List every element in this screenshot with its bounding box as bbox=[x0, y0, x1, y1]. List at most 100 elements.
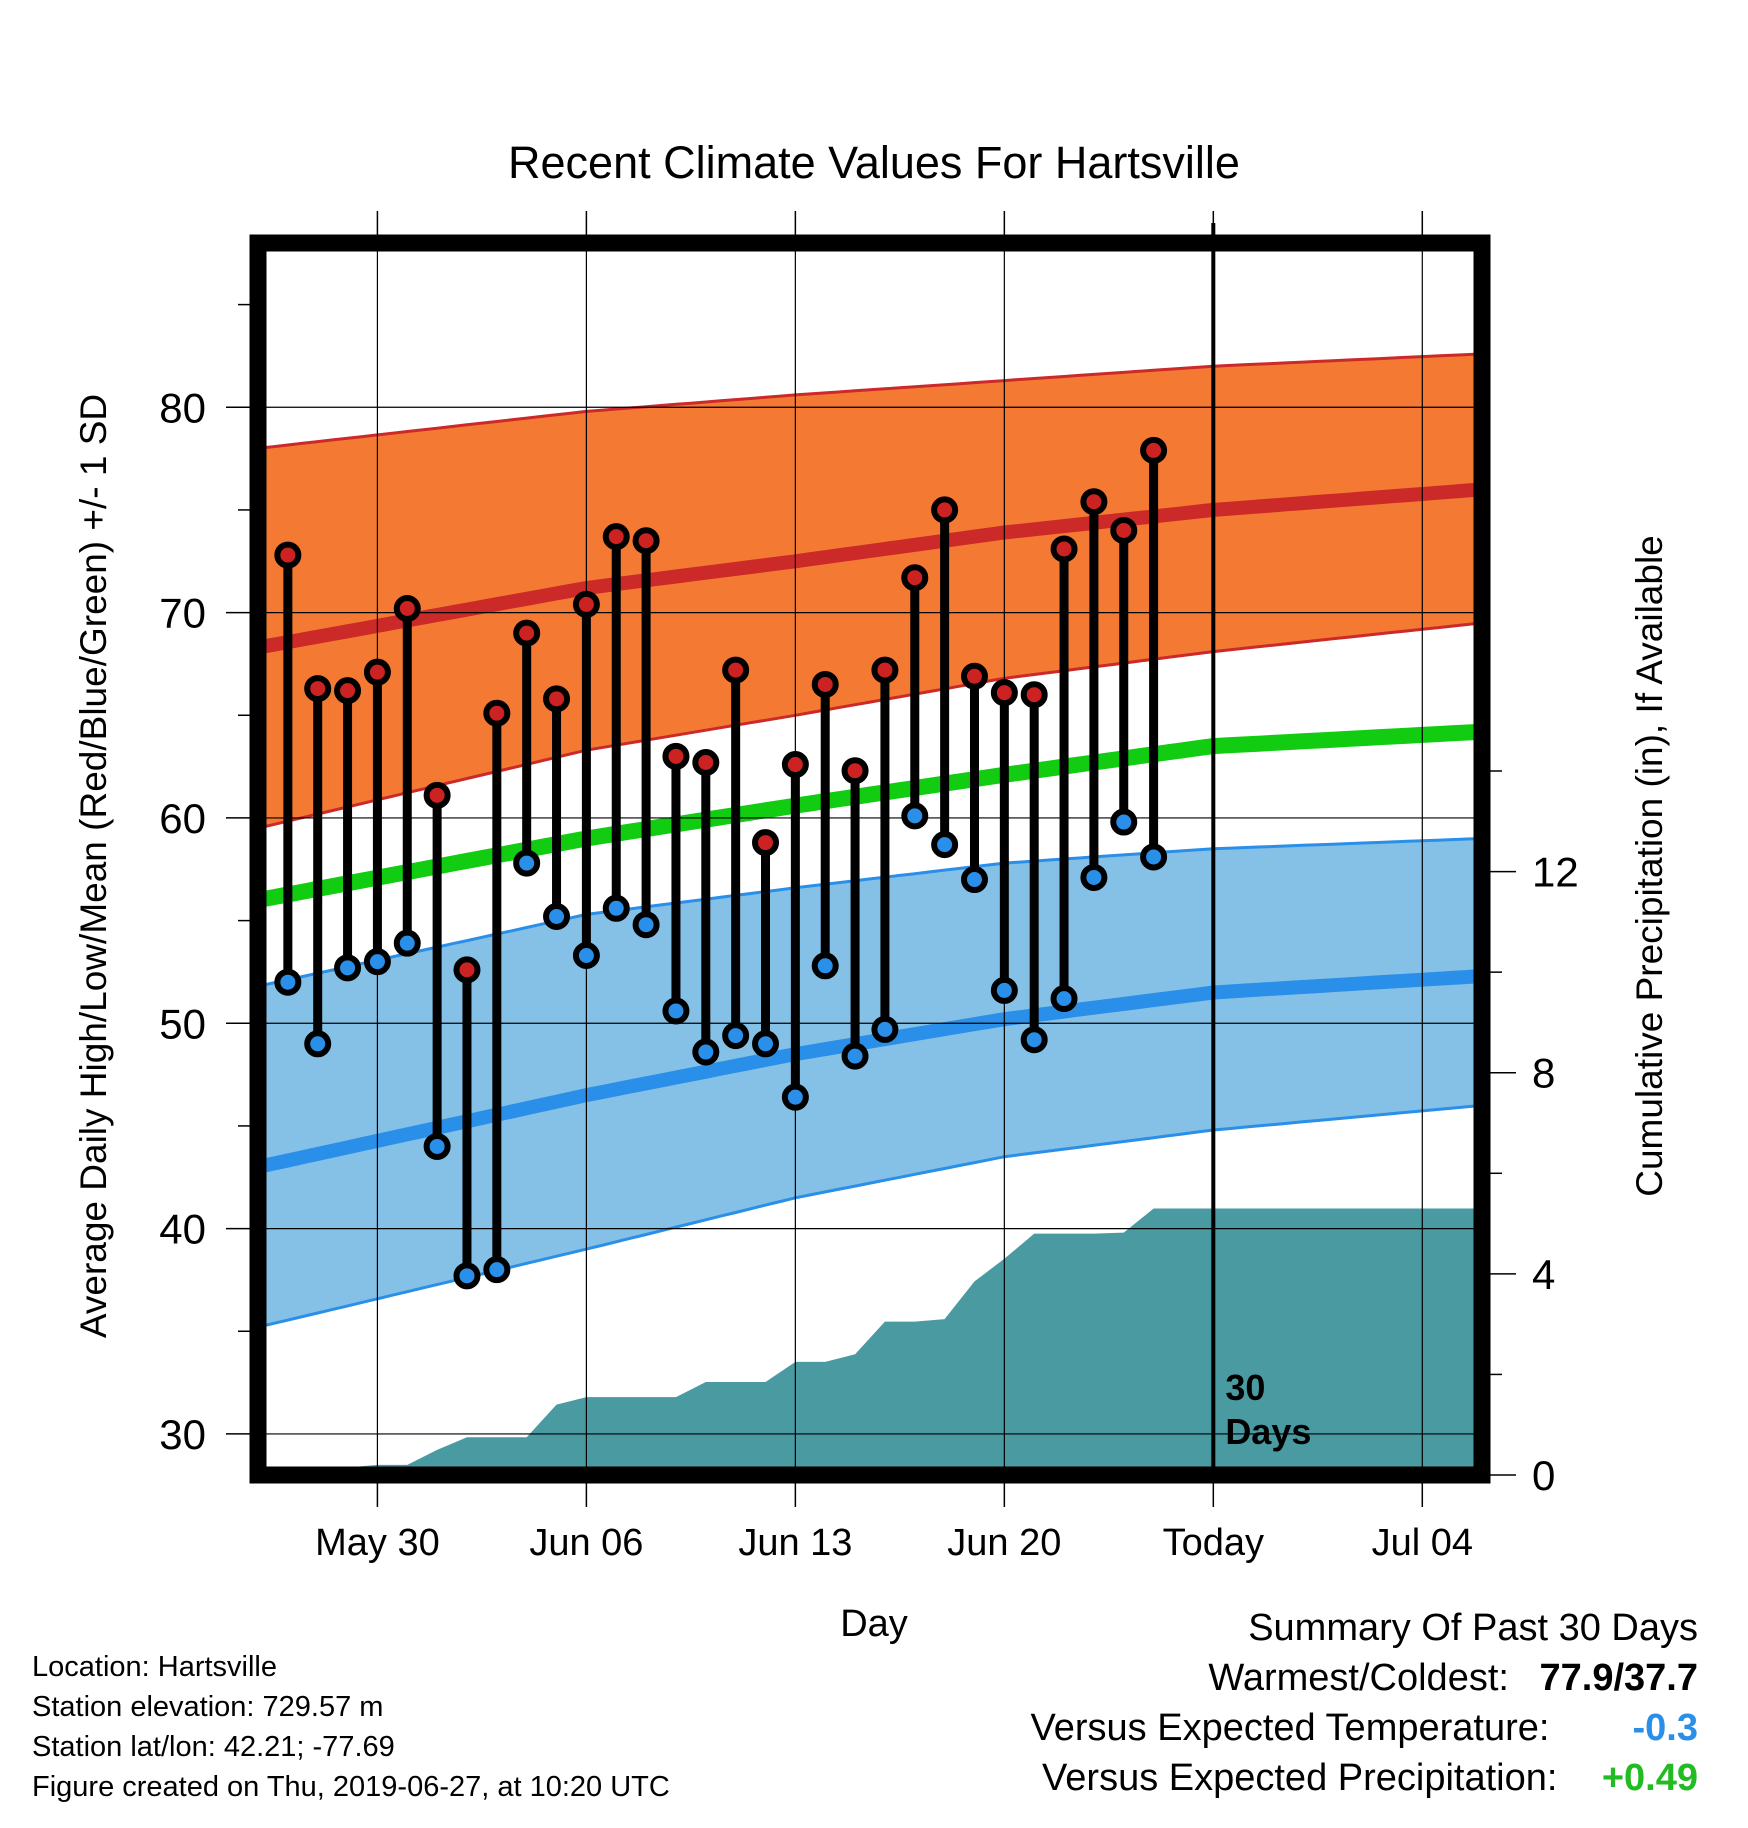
low-marker bbox=[602, 894, 630, 922]
created-text: Figure created on Thu, 2019-06-27, at 10… bbox=[32, 1771, 670, 1803]
high-marker bbox=[572, 590, 600, 618]
y-tick-label: 80 bbox=[159, 384, 206, 431]
high-marker bbox=[811, 670, 839, 698]
high-marker bbox=[990, 679, 1018, 707]
y2-tick-label: 4 bbox=[1532, 1251, 1555, 1298]
high-normal-line bbox=[258, 482, 1482, 655]
mean-normal-line bbox=[258, 723, 1482, 908]
latlon-text: Station lat/lon: 42.21; -77.69 bbox=[32, 1731, 395, 1763]
x-tick-label: Jun 06 bbox=[529, 1522, 643, 1564]
low-marker bbox=[960, 866, 988, 894]
plot-area: 30 Days bbox=[249, 223, 1491, 1484]
x-tick-label: Jul 04 bbox=[1372, 1522, 1473, 1564]
high-marker bbox=[1080, 488, 1108, 516]
summary-heading: Summary Of Past 30 Days bbox=[1248, 1607, 1698, 1649]
high-marker bbox=[841, 757, 869, 785]
high-lower-line bbox=[258, 621, 1482, 830]
high-marker bbox=[334, 677, 362, 705]
temp-departure-value: -0.3 bbox=[1632, 1707, 1698, 1749]
x-tick-label: Today bbox=[1163, 1522, 1264, 1564]
y2-tick-label: 0 bbox=[1532, 1452, 1555, 1499]
high-marker bbox=[960, 662, 988, 690]
low-marker bbox=[811, 952, 839, 980]
y-tick-label: 30 bbox=[159, 1411, 206, 1458]
high-marker bbox=[722, 656, 750, 684]
plot-content bbox=[258, 243, 1482, 1475]
low-marker bbox=[274, 968, 302, 996]
y2-tick-label: 8 bbox=[1532, 1050, 1555, 1097]
high-marker bbox=[1050, 535, 1078, 563]
y-tick-label: 60 bbox=[159, 795, 206, 842]
low-upper-line bbox=[258, 837, 1482, 988]
y-tick-label: 70 bbox=[159, 590, 206, 637]
high-marker bbox=[752, 829, 780, 857]
y2-tick-label: 12 bbox=[1532, 849, 1579, 896]
high-marker bbox=[1140, 436, 1168, 464]
high-normal-band bbox=[258, 353, 1482, 829]
x-tick-label: Jun 13 bbox=[738, 1522, 852, 1564]
low-marker bbox=[662, 997, 690, 1025]
precip-area bbox=[258, 1208, 1482, 1475]
high-marker bbox=[513, 619, 541, 647]
low-marker bbox=[722, 1022, 750, 1050]
low-marker bbox=[423, 1132, 451, 1160]
today-annotation: 30 Days bbox=[1225, 1367, 1311, 1452]
location-text: Location: Hartsville bbox=[32, 1651, 277, 1683]
high-marker bbox=[1110, 516, 1138, 544]
high-marker bbox=[423, 781, 451, 809]
chart-title: Recent Climate Values For Hartsville bbox=[508, 137, 1240, 188]
low-marker bbox=[1110, 808, 1138, 836]
y2-axis-title: Cumulative Precipitation (in), If Availa… bbox=[1629, 535, 1670, 1197]
high-marker bbox=[692, 748, 720, 776]
station-info: Location: Hartsville Station elevation: … bbox=[32, 1647, 670, 1807]
low-marker bbox=[363, 948, 391, 976]
elevation-text: Station elevation: 729.57 m bbox=[32, 1691, 384, 1723]
high-marker bbox=[602, 523, 630, 551]
axes: 30 40 50 60 70 80 0 4 8 12 May 30 Jun 06 Jun 13 Jun 2… bbox=[159, 211, 1579, 1564]
precip-departure-label: Versus Expected Precipitation: bbox=[1042, 1757, 1558, 1799]
low-marker bbox=[334, 954, 362, 982]
low-marker bbox=[1020, 1026, 1048, 1054]
plot-frame bbox=[249, 234, 1491, 1484]
low-marker bbox=[990, 976, 1018, 1004]
warmest-coldest-row: Warmest/Coldest: 77.9/37.7 bbox=[1031, 1653, 1698, 1703]
low-marker bbox=[572, 942, 600, 970]
low-marker bbox=[393, 929, 421, 957]
low-marker bbox=[543, 902, 571, 930]
low-marker bbox=[871, 1015, 899, 1043]
y-axis-title: Average Daily High/Low/Mean (Red/Blue/Gr… bbox=[73, 394, 114, 1338]
high-marker bbox=[901, 564, 929, 592]
x-axis-title: Day bbox=[840, 1603, 908, 1645]
high-marker bbox=[662, 742, 690, 770]
y-tick-label: 40 bbox=[159, 1206, 206, 1253]
warmest-coldest-label: Warmest/Coldest: bbox=[1208, 1657, 1509, 1699]
x-tick-label: May 30 bbox=[315, 1522, 440, 1564]
high-marker bbox=[781, 751, 809, 779]
low-marker bbox=[1080, 863, 1108, 891]
temp-departure-row: Versus Expected Temperature: -0.3 bbox=[1031, 1703, 1698, 1753]
today-annotation-line: 30 bbox=[1225, 1367, 1265, 1408]
high-marker bbox=[304, 675, 332, 703]
high-upper-line bbox=[258, 352, 1482, 450]
low-marker bbox=[513, 849, 541, 877]
low-marker bbox=[841, 1042, 869, 1070]
high-marker bbox=[632, 527, 660, 555]
high-marker bbox=[543, 685, 571, 713]
low-marker bbox=[752, 1030, 780, 1058]
precip-departure-value: +0.49 bbox=[1601, 1757, 1698, 1799]
high-marker bbox=[453, 956, 481, 984]
precip-departure-row: Versus Expected Precipitation: +0.49 bbox=[1031, 1753, 1698, 1803]
high-marker bbox=[931, 496, 959, 524]
high-marker bbox=[1020, 681, 1048, 709]
warmest-coldest-value: 77.9/37.7 bbox=[1539, 1657, 1698, 1699]
high-marker bbox=[393, 594, 421, 622]
low-normal-band bbox=[258, 838, 1482, 1328]
low-marker bbox=[781, 1083, 809, 1111]
summary-panel: Summary Of Past 30 Days Warmest/Coldest:… bbox=[1031, 1603, 1698, 1803]
low-marker bbox=[1140, 843, 1168, 871]
low-marker bbox=[483, 1256, 511, 1284]
high-marker bbox=[871, 656, 899, 684]
today-annotation-line: Days bbox=[1225, 1411, 1311, 1452]
x-tick-label: Jun 20 bbox=[947, 1522, 1061, 1564]
